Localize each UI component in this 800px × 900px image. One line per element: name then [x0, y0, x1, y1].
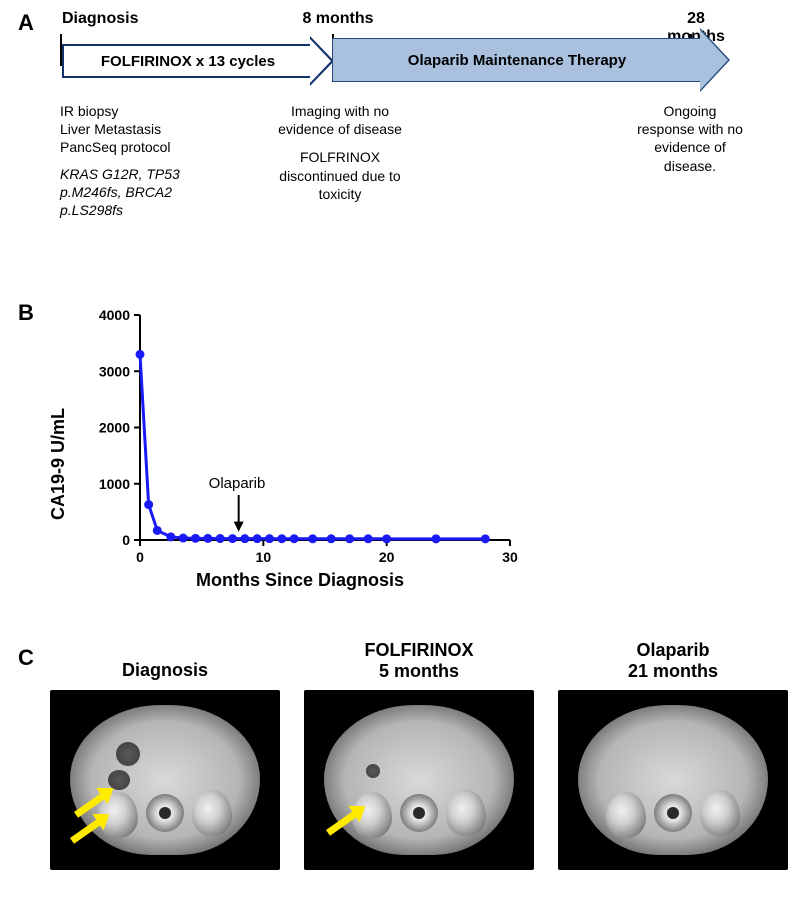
lesion — [116, 742, 140, 766]
note-28mo: Ongoing response with no evidence of dis… — [615, 102, 765, 175]
arrow-head-icon — [310, 36, 334, 86]
lesion — [366, 764, 380, 778]
y-axis-label: CA19-9 U/mL — [48, 408, 69, 520]
ct-scan — [50, 690, 280, 870]
phase-folfirinox-arrow: FOLFIRINOX x 13 cycles — [62, 44, 332, 76]
panel-a-label: A — [18, 10, 34, 36]
phase-olaparib-arrow: Olaparib Maintenance Therapy — [332, 38, 730, 82]
panel-c: Diagnosis FOLFIRINOX5 months Olaparib21 mo… — [30, 640, 770, 890]
arrow-head-icon — [700, 28, 730, 92]
phase-olaparib-label: Olaparib Maintenance Therapy — [332, 38, 701, 82]
ct-scan — [304, 690, 534, 870]
svg-text:3000: 3000 — [99, 363, 130, 379]
ct-scan — [558, 690, 788, 870]
note-diagnosis: IR biopsy Liver Metastasis PancSeq proto… — [60, 102, 240, 219]
timeline-label-8mo: 8 months — [302, 10, 373, 28]
chart-ca199: 0 1000 2000 3000 4000 0 10 20 30 — [30, 300, 530, 600]
svg-text:20: 20 — [379, 549, 395, 565]
scan-title: Diagnosis — [122, 660, 208, 681]
figure-root: A Diagnosis 8 months 28 months FOLFIRINO… — [0, 0, 800, 900]
panel-a: Diagnosis 8 months 28 months FOLFIRINOX … — [60, 10, 760, 240]
timeline-label-diagnosis: Diagnosis — [62, 10, 138, 28]
svg-text:4000: 4000 — [99, 307, 130, 323]
x-axis-label: Months Since Diagnosis — [150, 570, 450, 591]
svg-text:1000: 1000 — [99, 476, 130, 492]
svg-text:10: 10 — [256, 549, 272, 565]
svg-text:30: 30 — [502, 549, 518, 565]
annotation-olaparib: Olaparib — [209, 475, 266, 492]
svg-text:2000: 2000 — [99, 420, 130, 436]
scan-title: FOLFIRINOX5 months — [365, 640, 474, 681]
note-8mo: Imaging with no evidence of disease FOLF… — [260, 102, 420, 203]
scan-title: Olaparib21 months — [628, 640, 718, 681]
svg-text:0: 0 — [122, 532, 130, 548]
panel-b: 0 1000 2000 3000 4000 0 10 20 30 CA19-9 U/mL Mon… — [30, 300, 530, 600]
phase-folfirinox-label: FOLFIRINOX x 13 cycles — [62, 44, 312, 78]
svg-text:0: 0 — [136, 549, 144, 565]
